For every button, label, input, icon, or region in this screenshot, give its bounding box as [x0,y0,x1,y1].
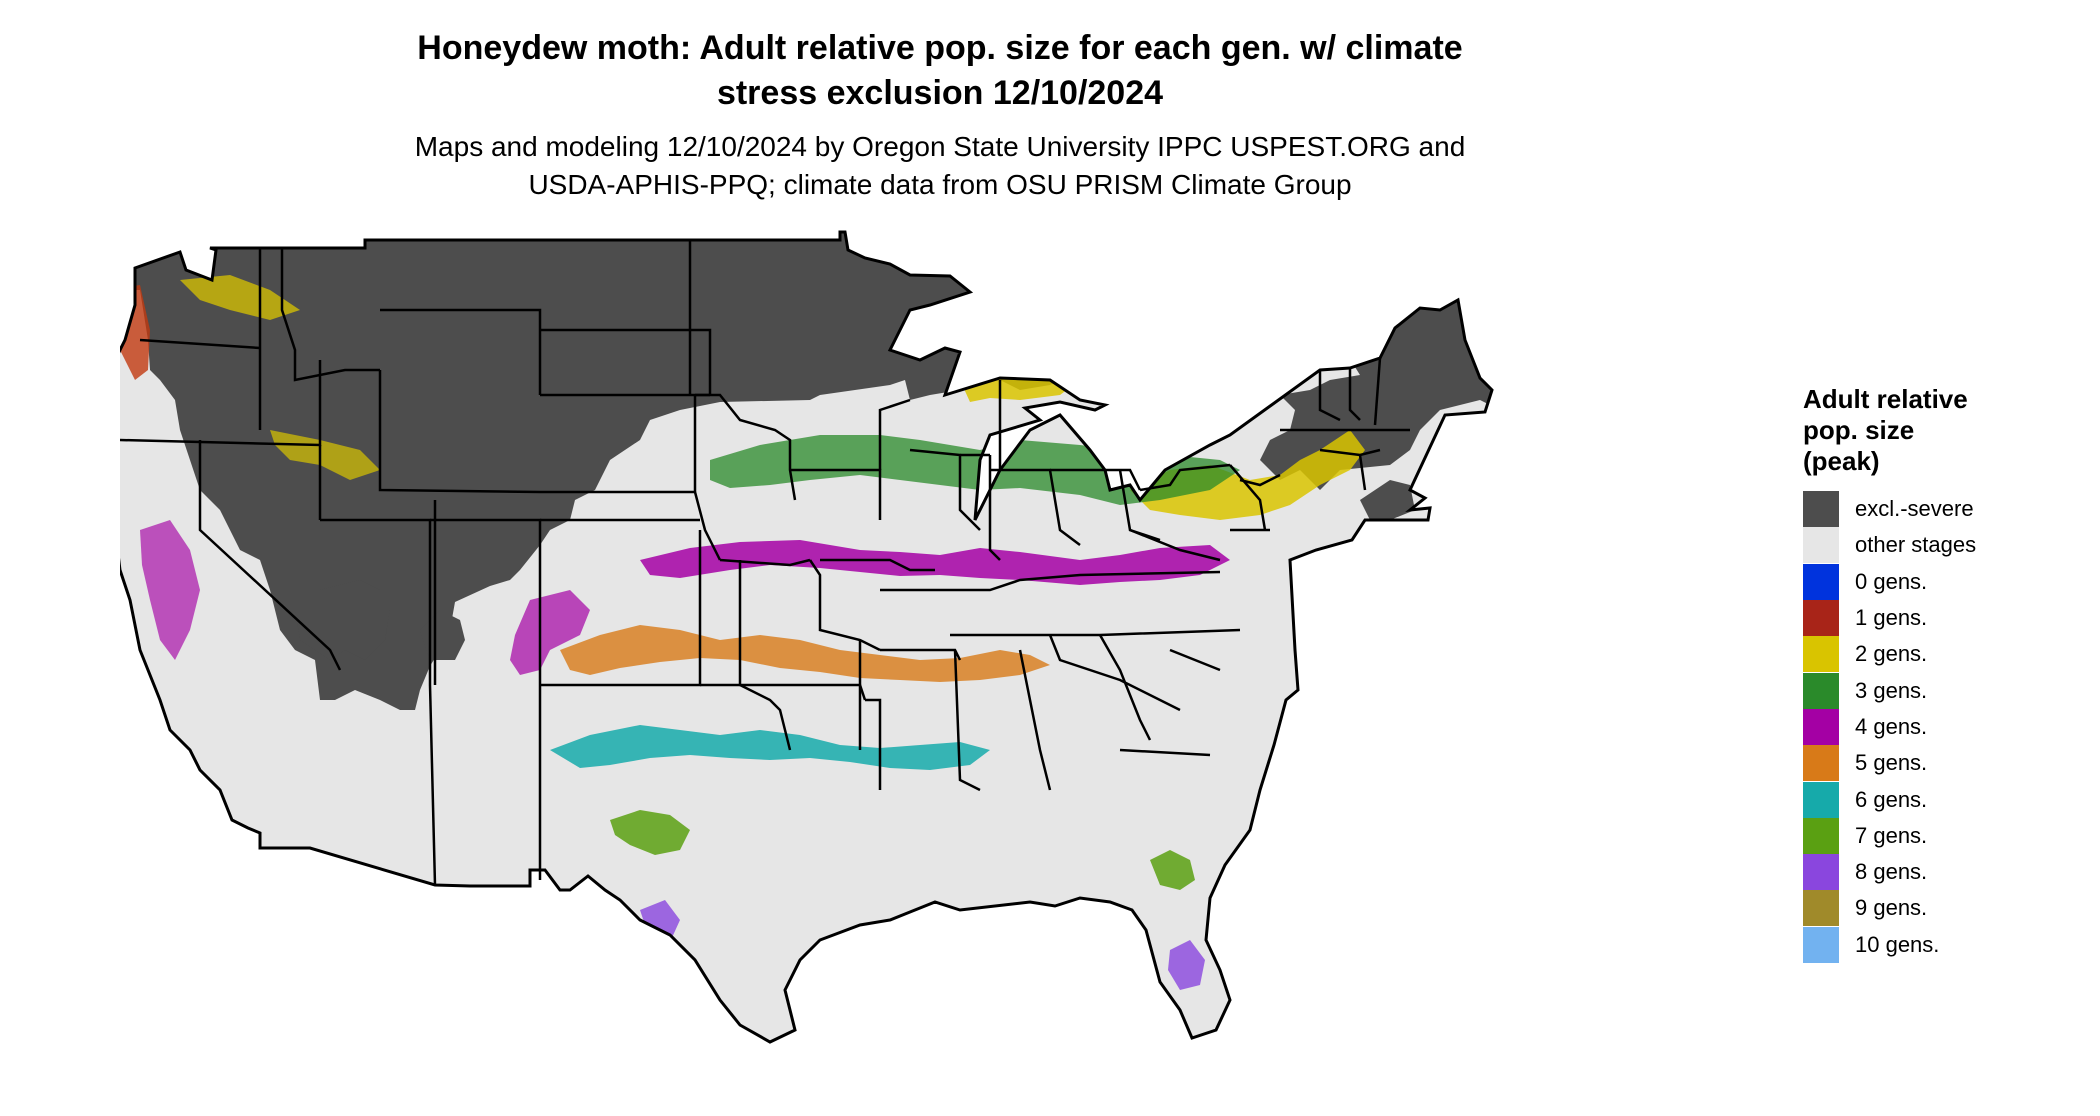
legend-swatch [1803,817,1839,854]
gen-4-texas-west-band [510,590,590,675]
map-title: Honeydew moth: Adult relative pop. size … [417,29,1463,112]
legend-swatch [1803,745,1839,782]
state-borders [120,240,1410,886]
legend-item: 9 gens. [1803,890,2083,927]
legend-label: 6 gens. [1855,786,1928,812]
gen-7-florida-band [1150,850,1195,890]
legend-item: 7 gens. [1803,817,2083,854]
legend-item: 3 gens. [1803,672,2083,709]
legend: Adult relative pop. size (peak) excl.-se… [1803,384,2083,963]
legend-swatch [1803,563,1839,600]
legend-label: 10 gens. [1855,931,1940,957]
legend-item: 4 gens. [1803,708,2083,745]
legend-label: 0 gens. [1855,568,1928,594]
legend-label: 4 gens. [1855,713,1928,739]
legend-label: excl.-severe [1855,496,1974,522]
legend-item: 1 gens. [1803,600,2083,637]
legend-item: 8 gens. [1803,854,2083,891]
legend-items: excl.-severe other stages 0 gens. 1 gens. 2 … [1803,491,2083,963]
legend-label: 8 gens. [1855,859,1928,885]
gen-8-florida-band [1168,940,1205,990]
legend-swatch [1803,527,1839,564]
legend-swatch [1803,636,1839,673]
legend-item: 6 gens. [1803,781,2083,818]
legend-swatch [1803,672,1839,709]
legend-item: 2 gens. [1803,636,2083,673]
legend-swatch [1803,926,1839,963]
pacific-coast-band [120,285,150,380]
legend-label: 3 gens. [1855,677,1928,703]
us-map [120,230,1770,1110]
legend-swatch [1803,781,1839,818]
legend-label: other stages [1855,532,1977,558]
legend-swatch [1803,708,1839,745]
legend-label: 2 gens. [1855,641,1928,667]
legend-label: 9 gens. [1855,895,1928,921]
legend-item: 0 gens. [1803,563,2083,600]
gen-4-california-band [140,520,200,660]
legend-title: Adult relative pop. size (peak) [1803,384,1968,476]
legend-label: 7 gens. [1855,822,1928,848]
legend-item: 5 gens. [1803,745,2083,782]
gen-2-northwest-band [270,430,380,480]
legend-item: excl.-severe [1803,491,2083,528]
gen-5-south-band [560,625,1050,682]
legend-item: 10 gens. [1803,926,2083,963]
gen-2-northeast-band [1130,430,1365,520]
legend-label: 1 gens. [1855,605,1928,631]
legend-label: 5 gens. [1855,750,1928,776]
legend-item: other stages [1803,527,2083,564]
legend-swatch [1803,491,1839,528]
us-map-svg [120,230,1494,1044]
legend-swatch [1803,600,1839,637]
gen-2-idaho-band [180,275,300,320]
gen-7-texas-coast-band [610,810,690,855]
legend-swatch [1803,890,1839,927]
map-subtitle: Maps and modeling 12/10/2024 by Oregon S… [414,131,1466,200]
legend-swatch [1803,854,1839,891]
